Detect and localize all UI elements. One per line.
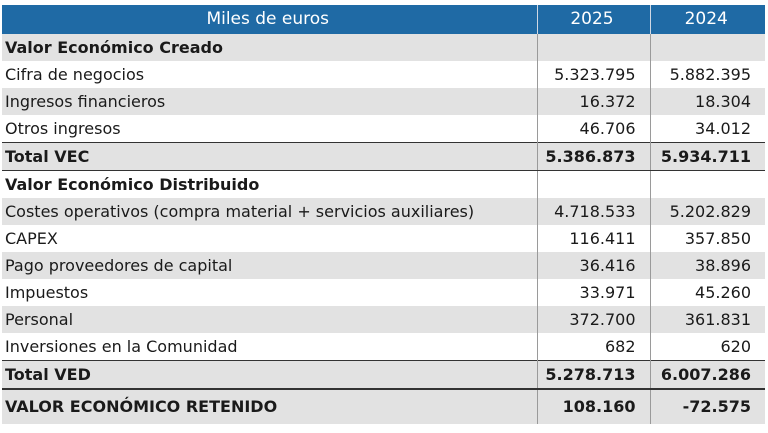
section-title-vec: Valor Económico Creado (2, 34, 538, 61)
economic-value-table: Miles de euros 2025 2024 Valor Económico… (2, 5, 765, 424)
row-label: Inversiones en la Comunidad (2, 333, 538, 361)
retained-value-2025: 108.160 (537, 388, 651, 424)
cell-2025 (537, 170, 651, 198)
cell-2025: 682 (537, 333, 651, 361)
header-year-2024: 2024 (650, 5, 765, 34)
cell-2024: 361.831 (650, 306, 765, 333)
cell-2025: 33.971 (537, 279, 651, 306)
cell-2025: 36.416 (537, 252, 651, 279)
cell-2025: 372.700 (537, 306, 651, 333)
table-row: Costes operativos (compra material + ser… (2, 198, 765, 225)
total-label-vec: Total VEC (2, 142, 538, 171)
total-ved-2025: 5.278.713 (537, 360, 651, 389)
table-header-row: Miles de euros 2025 2024 (2, 5, 765, 34)
table-row: CAPEX 116.411 357.850 (2, 225, 765, 252)
retained-value-label: VALOR ECONÓMICO RETENIDO (2, 388, 538, 424)
section-title-ved: Valor Económico Distribuido (2, 170, 538, 198)
retained-value-2024: -72.575 (650, 388, 765, 424)
header-year-2025: 2025 (537, 5, 651, 34)
cell-2025: 46.706 (537, 115, 651, 143)
table-row: Pago proveedores de capital 36.416 38.89… (2, 252, 765, 279)
cell-2024: 5.202.829 (650, 198, 765, 225)
cell-2024: 34.012 (650, 115, 765, 143)
cell-2024: 18.304 (650, 88, 765, 115)
cell-2024: 357.850 (650, 225, 765, 252)
row-label: Costes operativos (compra material + ser… (2, 198, 538, 225)
total-vec-2024: 5.934.711 (650, 142, 765, 171)
row-label: Ingresos financieros (2, 88, 538, 115)
header-units-label: Miles de euros (2, 5, 538, 34)
row-label: Cifra de negocios (2, 61, 538, 88)
total-row-vec: Total VEC 5.386.873 5.934.711 (2, 142, 765, 171)
cell-2025: 5.323.795 (537, 61, 651, 88)
table-row: Otros ingresos 46.706 34.012 (2, 115, 765, 143)
row-label: Impuestos (2, 279, 538, 306)
retained-value-row: VALOR ECONÓMICO RETENIDO 108.160 -72.575 (2, 388, 765, 424)
cell-2025: 4.718.533 (537, 198, 651, 225)
table-row: Inversiones en la Comunidad 682 620 (2, 333, 765, 361)
cell-2025 (537, 34, 651, 61)
section-row-vec: Valor Económico Creado (2, 34, 765, 61)
cell-2024: 5.882.395 (650, 61, 765, 88)
cell-2025: 116.411 (537, 225, 651, 252)
total-label-ved: Total VED (2, 360, 538, 389)
row-label: Personal (2, 306, 538, 333)
total-row-ved: Total VED 5.278.713 6.007.286 (2, 360, 765, 389)
cell-2024 (650, 34, 765, 61)
cell-2025: 16.372 (537, 88, 651, 115)
table-row: Cifra de negocios 5.323.795 5.882.395 (2, 61, 765, 88)
cell-2024: 45.260 (650, 279, 765, 306)
cell-2024: 620 (650, 333, 765, 361)
economic-value-table-container: Miles de euros 2025 2024 Valor Económico… (2, 5, 765, 424)
row-label: Pago proveedores de capital (2, 252, 538, 279)
row-label: Otros ingresos (2, 115, 538, 143)
table-row: Impuestos 33.971 45.260 (2, 279, 765, 306)
section-row-ved: Valor Económico Distribuido (2, 170, 765, 198)
total-ved-2024: 6.007.286 (650, 360, 765, 389)
cell-2024 (650, 170, 765, 198)
table-row: Ingresos financieros 16.372 18.304 (2, 88, 765, 115)
row-label: CAPEX (2, 225, 538, 252)
table-row: Personal 372.700 361.831 (2, 306, 765, 333)
cell-2024: 38.896 (650, 252, 765, 279)
total-vec-2025: 5.386.873 (537, 142, 651, 171)
